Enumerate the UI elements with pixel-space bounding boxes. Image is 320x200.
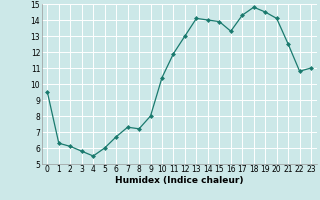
X-axis label: Humidex (Indice chaleur): Humidex (Indice chaleur) xyxy=(115,176,244,185)
